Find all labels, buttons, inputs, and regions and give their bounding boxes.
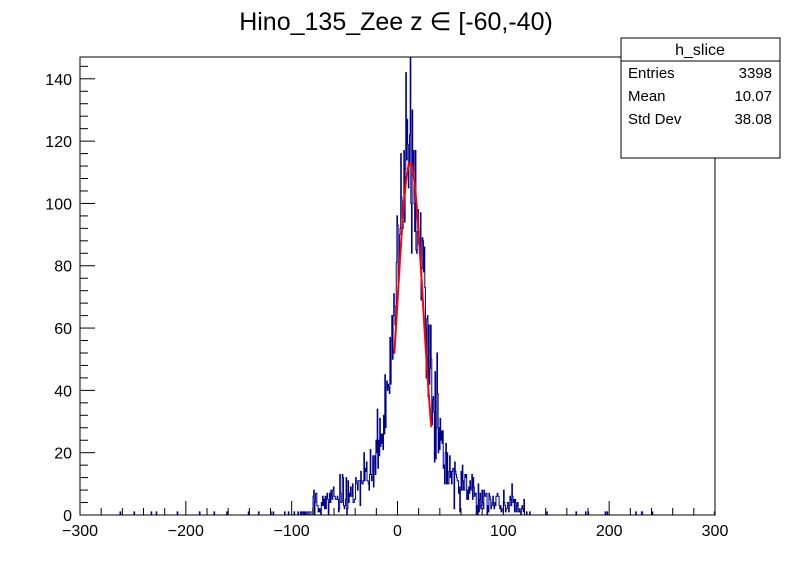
x-tick-label: 200 bbox=[596, 523, 623, 540]
y-tick-label: 80 bbox=[54, 259, 72, 276]
y-tick-label: 40 bbox=[54, 383, 72, 400]
y-tick-label: 20 bbox=[54, 446, 72, 463]
stats-label-entries: Entries bbox=[628, 65, 675, 82]
stats-box-title: h_slice bbox=[675, 42, 725, 59]
x-tick-label: −200 bbox=[168, 523, 204, 540]
y-tick-label: 140 bbox=[45, 72, 72, 89]
y-tick-label: 60 bbox=[54, 321, 72, 338]
stats-box-frame bbox=[620, 37, 781, 159]
y-axis: 0 20 40 60 80 100 120 140 bbox=[45, 65, 95, 525]
stats-value-mean: 10.07 bbox=[734, 88, 772, 105]
x-tick-label: 300 bbox=[702, 523, 729, 540]
y-tick-label: 120 bbox=[45, 134, 72, 151]
x-tick-label: 100 bbox=[490, 523, 517, 540]
fit-curve bbox=[393, 161, 433, 428]
fit-curve-layer bbox=[393, 161, 433, 428]
x-tick-label: −100 bbox=[274, 523, 310, 540]
y-tick-label: 0 bbox=[63, 508, 72, 525]
stats-value-entries: 3398 bbox=[739, 65, 772, 82]
stats-label-mean: Mean bbox=[628, 88, 666, 105]
stats-box: h_slice Entries 3398 Mean 10.07 Std Dev … bbox=[620, 37, 781, 159]
stats-label-std-dev: Std Dev bbox=[628, 111, 682, 128]
y-tick-label: 100 bbox=[45, 196, 72, 213]
chart-title: Hino_135_Zee z ∈ [-60,-40) bbox=[239, 8, 553, 36]
x-tick-label: 0 bbox=[393, 523, 402, 540]
x-axis: −300 −200 −100 0 100 200 300 bbox=[62, 501, 728, 540]
stats-value-std-dev: 38.08 bbox=[734, 111, 772, 128]
x-tick-label: −300 bbox=[62, 523, 98, 540]
